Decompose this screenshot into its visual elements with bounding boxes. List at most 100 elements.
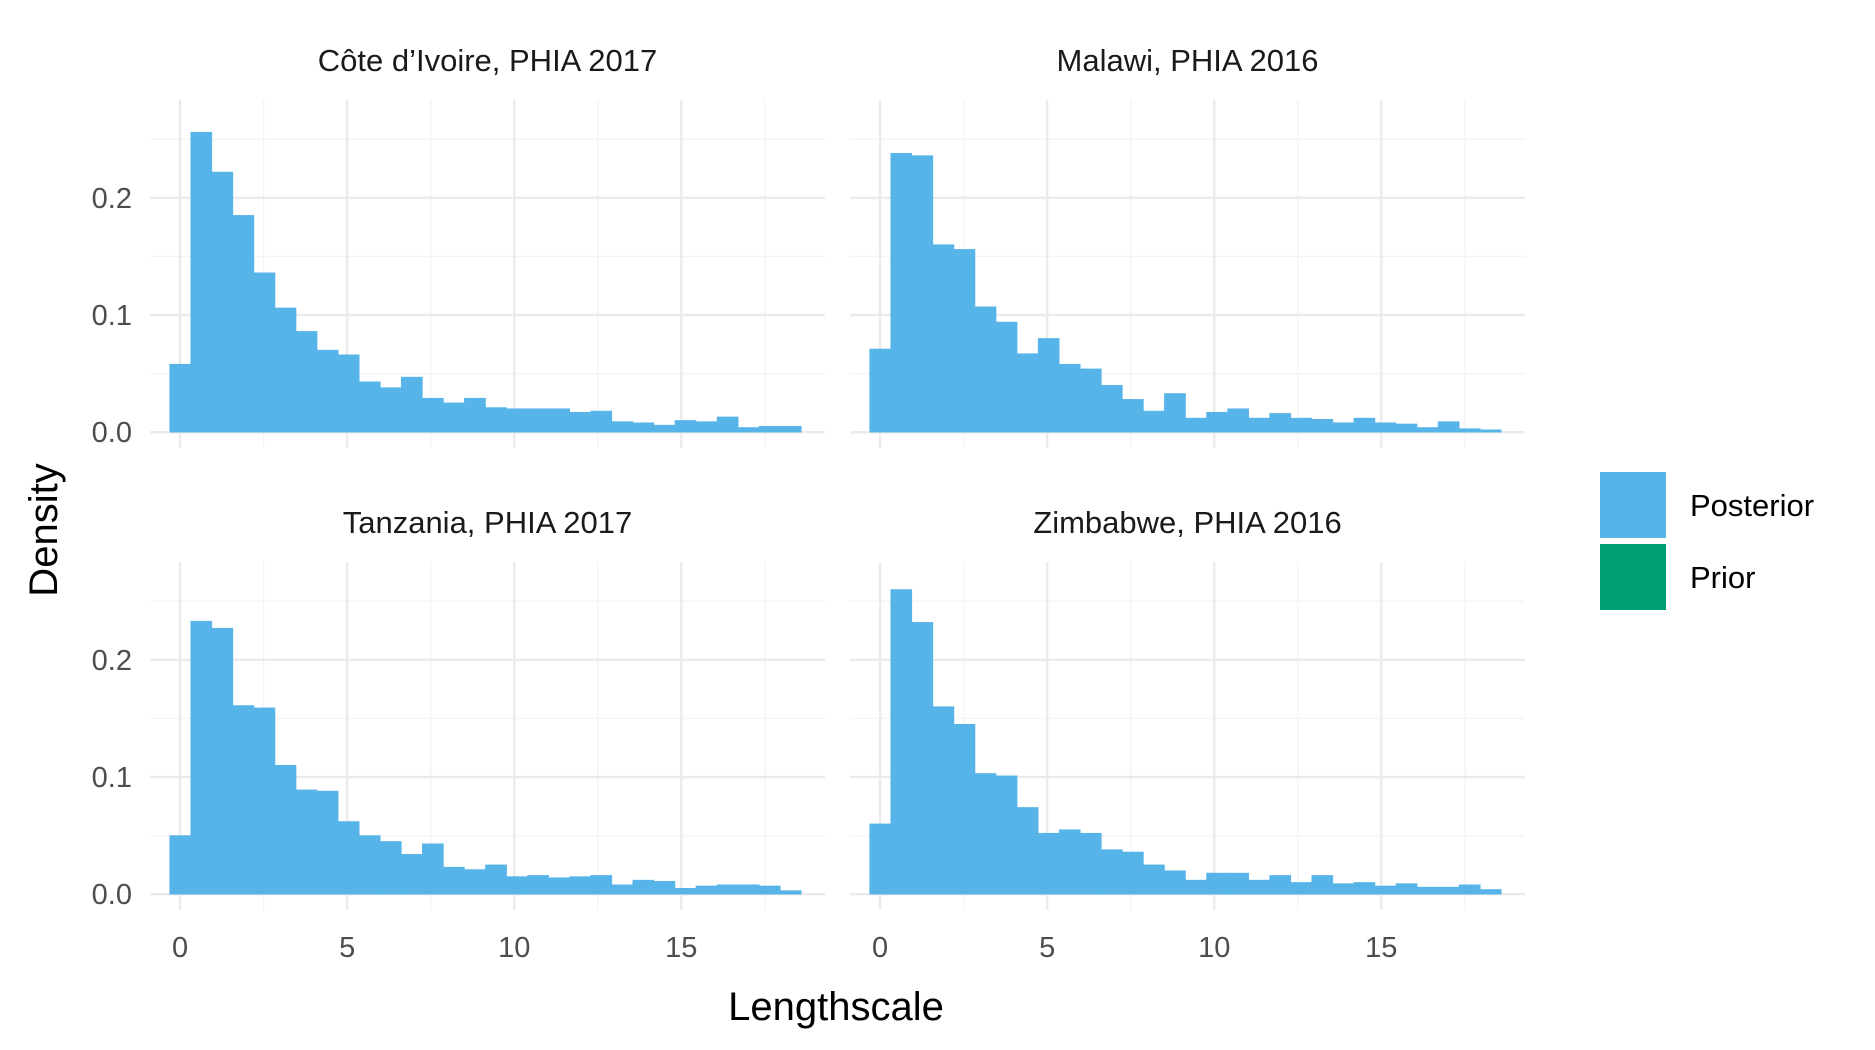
y-tick-label: 0.1	[92, 762, 132, 794]
histogram-bar	[358, 381, 381, 433]
histogram-bar	[1269, 875, 1292, 895]
histogram-bar	[379, 841, 402, 895]
histogram-bar	[1058, 363, 1081, 433]
histogram-bar	[527, 408, 549, 433]
histogram-bar	[932, 706, 955, 895]
histogram-bar	[1269, 413, 1292, 433]
histogram-bar	[253, 707, 276, 895]
facet-panels: Côte d’Ivoire, PHIA 2017 0.0 0.1 0.2 Malawi,…	[92, 43, 1525, 964]
histogram-bar	[1122, 851, 1144, 895]
histogram-bar	[995, 775, 1018, 895]
histogram-bar	[1416, 886, 1439, 895]
histogram-bar	[232, 705, 255, 895]
histogram-bar	[1227, 872, 1249, 895]
histogram-bar	[1079, 368, 1102, 433]
histogram-bar	[1395, 423, 1418, 433]
histogram-bar	[1353, 417, 1376, 433]
legend-swatch	[1600, 472, 1666, 538]
histogram-bar	[1016, 353, 1039, 433]
histogram-bar	[1311, 875, 1334, 895]
histogram-bar	[890, 589, 913, 895]
histogram-bar	[1332, 883, 1355, 895]
histogram-bar	[464, 397, 486, 433]
facet-strip-title: Malawi, PHIA 2016	[1057, 43, 1319, 78]
histogram-bar	[1143, 864, 1165, 895]
histogram-bar	[1248, 879, 1271, 895]
histogram-bar	[548, 877, 571, 895]
histogram-bar	[695, 885, 718, 895]
histogram-bar	[316, 790, 339, 895]
x-axis-title: Lengthscale	[728, 985, 944, 1029]
facet-strip-title: Tanzania, PHIA 2017	[343, 505, 633, 540]
histogram-bar	[422, 397, 444, 433]
histogram-bar	[548, 408, 571, 433]
histogram-bar	[1185, 879, 1207, 895]
histogram-bar	[232, 215, 255, 433]
legend-item: Posterior	[1600, 472, 1814, 538]
histogram-bar	[506, 876, 528, 895]
histogram-bar	[379, 387, 402, 433]
histogram-bar	[653, 424, 676, 433]
histogram-bar	[590, 410, 613, 433]
histogram-bar	[1479, 429, 1502, 433]
y-tick-label: 0.2	[92, 645, 132, 677]
histogram-bar	[1353, 882, 1376, 895]
histogram-bar	[869, 348, 892, 433]
histogram-bar	[953, 723, 976, 895]
histogram-bar	[569, 876, 592, 895]
y-tick-label: 0.1	[92, 300, 132, 332]
x-tick-label: 0	[872, 932, 888, 964]
histogram-bar	[337, 354, 360, 433]
x-tick-label: 10	[1198, 932, 1230, 964]
histogram-bar	[337, 821, 360, 895]
histogram-bar	[1100, 849, 1123, 895]
histogram-bar	[295, 789, 318, 895]
histogram-bar	[1437, 886, 1460, 895]
histogram-bar	[758, 885, 781, 895]
facet-panel: Malawi, PHIA 2016	[850, 43, 1525, 448]
histogram-bar	[653, 880, 676, 895]
histogram-bar	[716, 416, 739, 433]
histogram-bar	[1143, 410, 1165, 433]
histogram-bar	[358, 835, 381, 895]
histogram-bar	[611, 884, 634, 895]
histogram-bar	[1185, 417, 1207, 433]
y-tick-label: 0.0	[92, 879, 132, 911]
histogram-bar	[716, 884, 739, 895]
histogram-bar	[995, 321, 1018, 433]
histogram-bar	[485, 864, 507, 895]
histogram-bar	[1016, 807, 1039, 895]
histogram-bar	[758, 426, 781, 433]
histogram-bar	[1479, 889, 1502, 895]
histogram-bar	[295, 331, 318, 433]
histogram-bar	[1374, 422, 1397, 433]
histogram-bar	[911, 622, 934, 895]
histogram-bar	[169, 835, 192, 895]
histogram-bar	[1079, 832, 1102, 895]
histogram-bar	[779, 890, 802, 895]
histogram-bar	[211, 627, 234, 895]
histogram-bar	[443, 866, 465, 895]
histogram-bar	[632, 879, 655, 895]
histogram-bar	[274, 307, 297, 433]
histogram-bar	[400, 376, 423, 433]
histogram-bar	[695, 421, 718, 433]
y-axis-title: Density	[22, 463, 66, 596]
x-tick-label: 15	[1365, 932, 1397, 964]
y-tick-label: 0.0	[92, 417, 132, 449]
histogram-bar	[527, 875, 549, 895]
x-tick-label: 10	[498, 932, 530, 964]
histogram-bar	[611, 421, 634, 433]
histogram-bar	[1100, 385, 1123, 433]
legend-item: Prior	[1600, 544, 1755, 610]
y-tick-label: 0.2	[92, 183, 132, 215]
histogram-bar	[1248, 417, 1271, 433]
histogram-bar	[1206, 872, 1228, 895]
histogram-bar	[400, 854, 423, 895]
histogram-bar	[632, 422, 655, 433]
x-tick-label: 5	[1039, 932, 1055, 964]
histogram-bar	[1311, 418, 1334, 433]
histogram-bar	[1290, 417, 1313, 433]
histogram-bar	[316, 349, 339, 433]
facet-panel: Côte d’Ivoire, PHIA 2017 0.0 0.1 0.2	[92, 43, 825, 449]
